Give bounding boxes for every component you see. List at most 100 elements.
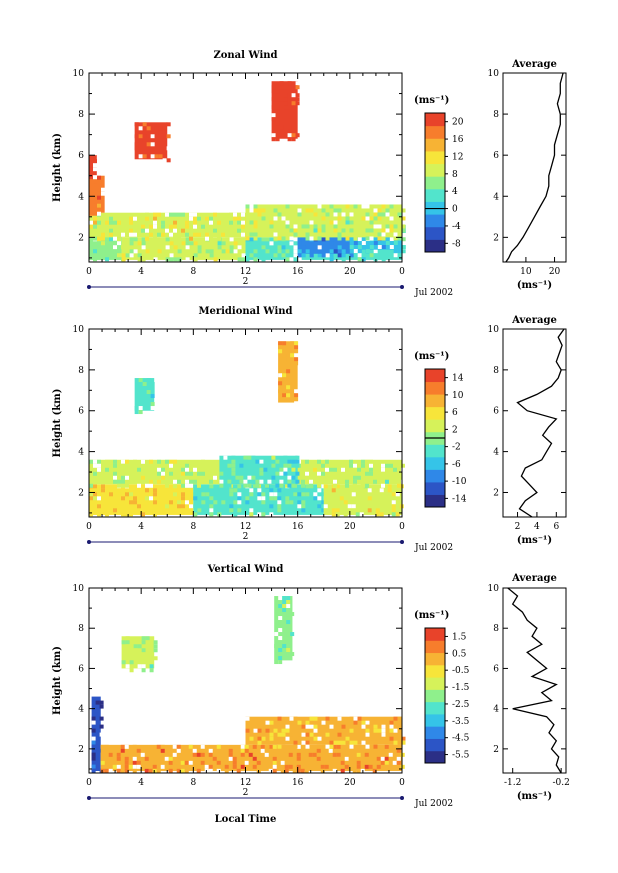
heatmap-gap	[279, 471, 284, 476]
heatmap-speckle	[275, 113, 280, 118]
heatmap-gap	[365, 744, 370, 749]
colorbar-swatch	[425, 664, 445, 678]
heatmap-speckle	[305, 475, 309, 480]
x-tick-label: 8	[190, 778, 196, 788]
heatmap-speckle	[341, 249, 346, 254]
heatmap-speckle	[229, 504, 234, 509]
heatmap-speckle	[137, 253, 142, 258]
heatmap-speckle	[281, 208, 286, 213]
heatmap-speckle	[265, 483, 269, 488]
heatmap-speckle	[276, 760, 281, 765]
heatmap-speckle	[157, 224, 161, 229]
heatmap-speckle	[392, 744, 397, 749]
heatmap-speckle	[337, 232, 342, 237]
heatmap-speckle	[145, 212, 149, 217]
heatmap-speckle	[333, 740, 338, 745]
heatmap-speckle	[91, 744, 96, 749]
heatmap-speckle	[196, 768, 201, 773]
heatmap-gap	[169, 232, 173, 237]
heatmap-speckle	[357, 467, 361, 472]
heatmap-gap	[149, 496, 153, 501]
heatmap-speckle	[283, 105, 288, 110]
x-tick-label: 16	[292, 267, 304, 277]
heatmap-speckle	[244, 748, 249, 753]
heatmap-speckle	[305, 740, 310, 745]
heatmap-speckle	[333, 467, 337, 472]
heatmap-speckle	[348, 752, 353, 757]
heatmap-speckle	[154, 126, 159, 131]
heatmap-speckle	[89, 211, 93, 216]
heatmap-speckle	[393, 716, 398, 721]
colorbar-tick-label: -5.5	[452, 751, 470, 761]
heatmap-gap	[97, 496, 101, 501]
heatmap-speckle	[265, 504, 270, 509]
heatmap-gap	[293, 249, 298, 254]
heatmap-speckle	[121, 512, 125, 517]
heatmap-speckle	[340, 760, 345, 765]
heatmap-speckle	[271, 455, 276, 460]
average-x-tick-label: -0.2	[552, 778, 569, 788]
heatmap-speckle	[93, 224, 97, 229]
colorbar-tick-label: 0.5	[452, 649, 467, 659]
x-tick-label: 4	[138, 522, 144, 532]
heatmap-speckle	[144, 768, 149, 773]
heatmap-speckle	[134, 146, 139, 151]
heatmap-speckle	[345, 228, 350, 233]
heatmap-speckle	[277, 224, 282, 229]
heatmap-speckle	[305, 492, 310, 497]
heatmap-speckle	[240, 760, 245, 765]
heatmap-speckle	[379, 492, 384, 497]
heatmap-speckle	[377, 204, 382, 209]
heatmap-gap	[283, 467, 288, 472]
heatmap-gap	[261, 496, 266, 501]
heatmap-speckle	[125, 648, 130, 653]
heatmap-speckle	[341, 724, 346, 729]
heatmap-speckle	[225, 237, 230, 242]
heatmap-speckle	[141, 484, 145, 489]
heatmap-speckle	[245, 204, 250, 209]
average-y-tick-label: 6	[493, 151, 499, 161]
heatmap-speckle	[355, 512, 360, 517]
heatmap-speckle	[93, 249, 97, 254]
heatmap-speckle	[97, 504, 101, 509]
heatmap-speckle	[288, 752, 293, 757]
heatmap-speckle	[397, 232, 402, 237]
heatmap-gap	[150, 142, 155, 147]
heatmap-speckle	[97, 479, 101, 484]
heatmap-speckle	[149, 479, 153, 484]
x-tick-label: 12	[240, 522, 251, 532]
heatmap-speckle	[389, 728, 394, 733]
heatmap-gap	[273, 216, 278, 221]
heatmap-speckle	[209, 484, 214, 489]
heatmap-speckle	[237, 216, 241, 221]
heatmap-gap	[333, 220, 338, 225]
day-label: 2	[243, 277, 249, 287]
colorbar-swatch	[425, 381, 445, 395]
heatmap-speckle	[257, 208, 262, 213]
heatmap-speckle	[253, 236, 258, 241]
heatmap-speckle	[93, 257, 97, 262]
heatmap-gap	[249, 488, 254, 493]
y-tick-label: 6	[78, 407, 84, 417]
y-tick-label: 10	[73, 325, 85, 335]
heatmap-speckle	[278, 656, 283, 661]
heatmap-speckle	[93, 211, 97, 216]
heatmap-speckle	[229, 228, 233, 233]
average-title: Average	[511, 315, 557, 326]
heatmap-speckle	[243, 483, 248, 488]
heatmap-speckle	[371, 508, 376, 513]
heatmap-gap	[132, 764, 137, 769]
heatmap-speckle	[325, 220, 330, 225]
heatmap-speckle	[263, 467, 268, 472]
heatmap-speckle	[100, 752, 105, 757]
heatmap-speckle	[253, 249, 258, 254]
y-tick-label: 2	[78, 233, 84, 243]
heatmap-speckle	[333, 249, 338, 254]
heatmap-speckle	[245, 236, 250, 241]
heatmap-speckle	[343, 512, 348, 517]
heatmap-speckle	[257, 224, 262, 229]
heatmap-speckle	[188, 744, 193, 749]
heatmap-gap	[138, 406, 143, 411]
heatmap-speckle	[278, 620, 283, 625]
heatmap-speckle	[117, 479, 121, 484]
